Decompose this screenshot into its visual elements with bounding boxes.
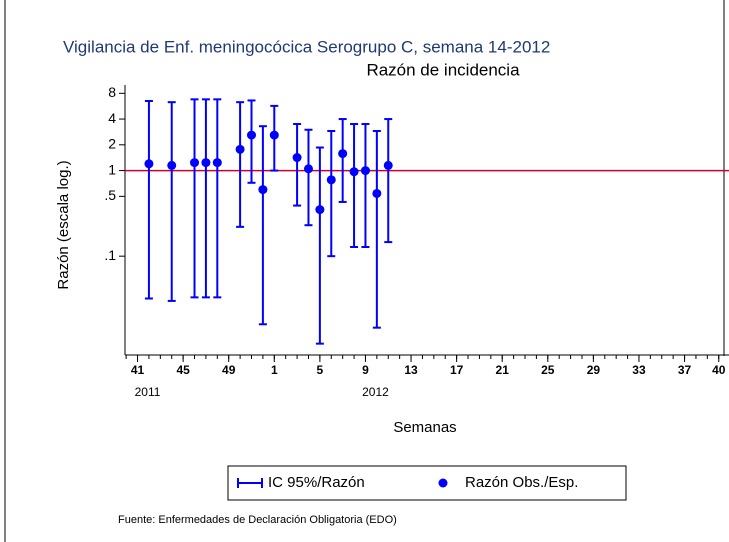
- x-tick-label: 13: [404, 363, 418, 377]
- point: [383, 160, 393, 170]
- point: [235, 144, 245, 154]
- year-label: 2012: [362, 385, 389, 399]
- point: [360, 166, 370, 176]
- source-note: Fuente: Enfermedades de Declaración Obli…: [118, 514, 397, 526]
- y-tick-label: .1: [104, 247, 116, 263]
- point: [269, 130, 279, 140]
- point: [212, 158, 222, 168]
- x-tick-label: 41: [131, 363, 145, 377]
- point: [190, 158, 200, 168]
- point: [201, 158, 211, 168]
- point: [292, 153, 302, 163]
- point: [315, 205, 325, 215]
- x-tick-label: 5: [317, 363, 324, 377]
- point: [349, 167, 359, 177]
- x-tick-label: 33: [632, 363, 646, 377]
- y-tick-label: 4: [108, 110, 116, 126]
- legend-label: IC 95%/Razón: [268, 474, 365, 491]
- point: [167, 160, 177, 170]
- y-axis-label: Razón (escala log.): [55, 160, 72, 289]
- y-tick-label: .5: [104, 187, 116, 203]
- y-tick-label: 2: [108, 136, 116, 152]
- legend-swatch: [438, 478, 448, 488]
- x-tick-label: 45: [176, 363, 190, 377]
- x-tick-label: 37: [678, 363, 692, 377]
- year-label: 2011: [135, 385, 161, 399]
- x-tick-label: 9: [362, 363, 369, 377]
- y-tick-label: 1: [108, 161, 116, 177]
- y-tick-label: 8: [108, 84, 116, 100]
- legend-box: [227, 465, 627, 501]
- point: [144, 159, 154, 169]
- point: [258, 185, 268, 195]
- legend-label: Razón Obs./Esp.: [465, 474, 578, 491]
- point: [246, 130, 256, 140]
- x-tick-label: 49: [222, 363, 236, 377]
- point: [338, 149, 348, 159]
- x-axis-label: Semanas: [393, 419, 456, 436]
- x-tick-label: 40: [712, 363, 726, 377]
- point: [372, 188, 382, 198]
- point: [326, 175, 336, 185]
- x-tick-label: 1: [271, 363, 278, 377]
- x-tick-label: 29: [587, 363, 601, 377]
- point: [303, 164, 313, 174]
- x-tick-label: 17: [450, 363, 464, 377]
- x-tick-label: 25: [541, 363, 555, 377]
- chart-subtitle: Razón de incidencia: [366, 60, 520, 79]
- x-tick-label: 21: [496, 363, 510, 377]
- chart-title: Vigilancia de Enf. meningocócica Serogru…: [63, 37, 550, 56]
